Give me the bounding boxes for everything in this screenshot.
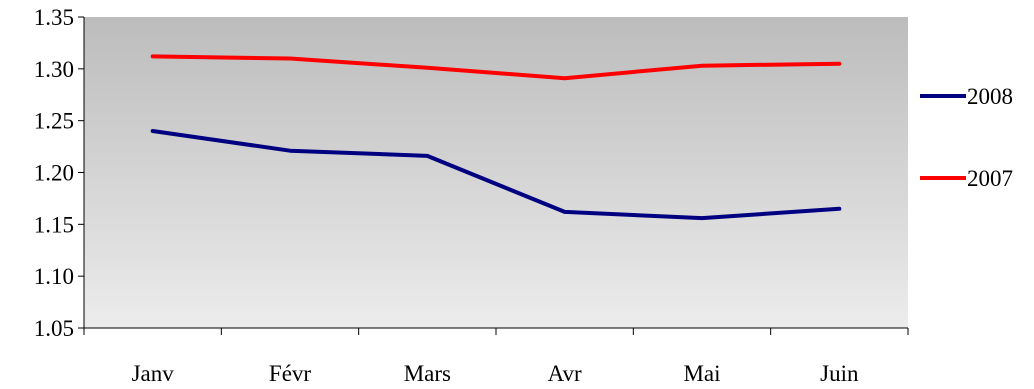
x-tick-label: Janv xyxy=(132,361,175,386)
axes: 1.05 1.10 1.15 1.20 1.25 1.30 1.35 Janv Févr Mars… xyxy=(34,5,909,386)
y-tick-label: 1.10 xyxy=(34,264,74,289)
y-tick-label: 1.15 xyxy=(34,212,74,237)
y-tick-label: 1.30 xyxy=(34,57,74,82)
series-line-2008 xyxy=(150,129,842,221)
x-tick-label: Mai xyxy=(683,361,720,386)
legend: 2008 2007 xyxy=(920,84,1013,191)
y-tick-label: 1.05 xyxy=(34,316,74,341)
plot-area xyxy=(84,17,908,328)
x-tick-label: Mars xyxy=(404,361,451,386)
series-layer xyxy=(150,54,842,221)
x-tick-label: Avr xyxy=(548,361,582,386)
x-tick-label: Févr xyxy=(269,361,312,386)
x-tick-label: Juin xyxy=(820,361,859,386)
legend-label-2007: 2007 xyxy=(967,166,1013,191)
legend-label-2008: 2008 xyxy=(967,84,1013,109)
y-tick-label: 1.20 xyxy=(34,161,74,186)
series-line-2007 xyxy=(150,54,842,81)
y-tick-label: 1.25 xyxy=(34,109,74,134)
y-tick-label: 1.35 xyxy=(34,5,74,30)
